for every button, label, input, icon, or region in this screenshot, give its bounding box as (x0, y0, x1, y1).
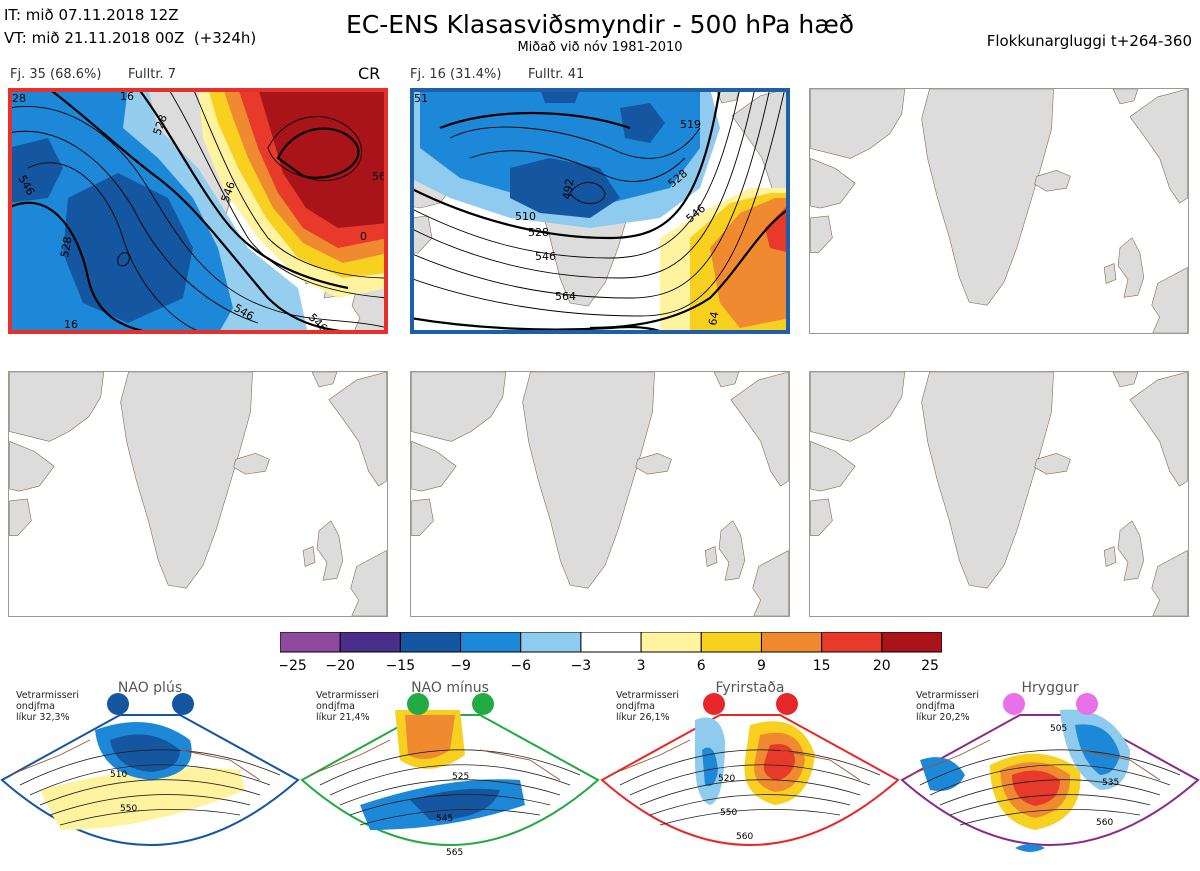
contour-label: 528 (58, 236, 74, 259)
colorbar-svg: −25 −20 −15 −9 −6 −3 3 6 9 15 20 25 (277, 631, 943, 674)
contour-label: 28 (12, 92, 26, 105)
contour-label: 505 (1050, 724, 1068, 734)
contour-label: 550 (120, 804, 138, 814)
empty-map-4 (8, 371, 388, 617)
contour-label: 520 (718, 774, 736, 784)
contour-label: 560 (1096, 818, 1114, 828)
colorbar-swatch (580, 631, 642, 653)
regime-dot (1076, 693, 1098, 715)
colorbar-tick-label: −6 (510, 658, 531, 672)
colorbar-swatch (460, 631, 522, 653)
contour-label: 550 (720, 808, 738, 818)
regime-info: Vetrarmisseri ondjfma líkur 26,1% (616, 690, 679, 723)
cluster1-count: Fj. 35 (68.6%) (10, 67, 102, 82)
colorbar-tick-label: 25 (921, 658, 939, 672)
colorbar-tick-label: 9 (757, 658, 766, 672)
regime-season: Vetrarmisseri (916, 690, 979, 701)
colorbar-swatch (881, 631, 943, 653)
regime-dot (1003, 693, 1025, 715)
colorbar-tick-label: 6 (697, 658, 706, 672)
cluster2-rep: Fulltr. 41 (528, 67, 585, 82)
regime-probability: líkur 20,2% (916, 712, 970, 723)
regime-dot (703, 693, 725, 715)
regime-season: Vetrarmisseri (316, 690, 379, 701)
initial-time: IT: mið 07.11.2018 12Z (4, 6, 179, 24)
contour-label: 560 (736, 832, 754, 842)
colorbar-tick-label: 20 (873, 658, 891, 672)
regime-name: Hryggur (1021, 680, 1079, 696)
contour-label: 51 (414, 92, 428, 105)
contour-label: 510 (110, 770, 128, 780)
contour-label: 510 (515, 210, 536, 223)
regime-dot (407, 693, 429, 715)
contour-label: 16 (120, 90, 134, 103)
regime-probability: líkur 21,4% (316, 712, 370, 723)
regime-months: ondjfma (16, 701, 55, 712)
regime-season: Vetrarmisseri (616, 690, 679, 701)
contour-label: 535 (1102, 778, 1120, 788)
regime-dot (472, 693, 494, 715)
regime-months: ondjfma (616, 701, 655, 712)
valid-time: VT: mið 21.11.2018 00Z (+324h) (4, 29, 257, 47)
regime-season: Vetrarmisseri (16, 690, 79, 701)
colorbar-swatch (700, 631, 762, 653)
colorbar: −25 −20 −15 −9 −6 −3 3 6 9 15 20 25 (277, 631, 943, 674)
regime-name: NAO mínus (411, 680, 489, 696)
regime-blocking: Fyrirstaða Vetrarmisseri ondjfma líkur 2… (600, 680, 900, 870)
colorbar-tick-label: −15 (386, 658, 416, 672)
regime-nao-plus: NAO plús Vetrarmisseri ondjfma líkur 32,… (0, 680, 300, 870)
regime-dot (776, 693, 798, 715)
contour-label: 64 (706, 310, 721, 326)
regime-months: ondjfma (916, 701, 955, 712)
chart-title: EC-ENS Klasasviðsmyndir - 500 hPa hæð (345, 10, 855, 39)
regime-months: ondjfma (316, 701, 355, 712)
colorbar-swatch (279, 631, 341, 653)
cluster1-rep: Fulltr. 7 (128, 67, 177, 82)
cluster1-regime-tag: CR (358, 64, 381, 83)
colorbar-tick-label: −3 (571, 658, 592, 672)
colorbar-swatch (640, 631, 702, 653)
regime-probability: líkur 26,1% (616, 712, 670, 723)
colorbar-tick-label: −9 (450, 658, 471, 672)
contour-label: 16 (64, 318, 78, 331)
regime-ridge: Hryggur Vetrarmisseri ondjfma líkur 20,2… (900, 680, 1200, 870)
colorbar-tick-label: 15 (813, 658, 831, 672)
contour-label: 525 (452, 772, 470, 782)
colorbar-swatch (821, 631, 883, 653)
cluster2-map: 51 519 492 510 528 546 528 546 564 64 (410, 88, 790, 334)
contour-label: 56 (372, 170, 386, 183)
contour-label: 546 (535, 250, 556, 263)
regime-info: Vetrarmisseri ondjfma líkur 20,2% (916, 690, 979, 723)
cluster2-count: Fj. 16 (31.4%) (410, 67, 502, 82)
chart-subtitle: Miðað við nóv 1981-2010 (517, 40, 683, 55)
contour-label: 545 (436, 814, 454, 824)
contour-label: 528 (528, 226, 549, 239)
regime-dot (107, 693, 129, 715)
regime-info: Vetrarmisseri ondjfma líkur 21,4% (316, 690, 379, 723)
colorbar-swatch (760, 631, 823, 653)
regime-probability: líkur 32,3% (16, 712, 70, 723)
regime-dot (172, 693, 194, 715)
contour-label: 565 (446, 848, 464, 858)
regime-name: NAO plús (117, 680, 183, 696)
colorbar-swatch (520, 631, 582, 653)
colorbar-swatch (339, 631, 401, 653)
contour-label: 564 (555, 290, 576, 303)
empty-map-6 (809, 371, 1189, 617)
colorbar-swatch (399, 631, 462, 653)
colorbar-tick-label: −25 (280, 658, 307, 672)
cluster1-map: 28 16 528 546 546 528 546 56 0 16 546 (8, 88, 388, 334)
classification-window: Flokkunargluggi t+264-360 (986, 32, 1192, 50)
contour-label: 492 (560, 178, 576, 201)
colorbar-tick-label: −20 (325, 658, 355, 672)
regime-nao-minus: NAO mínus Vetrarmisseri ondjfma líkur 21… (300, 680, 600, 870)
contour-label: 0 (360, 230, 367, 243)
regime-name: Fyrirstaða (715, 680, 785, 696)
colorbar-tick-label: 3 (637, 658, 646, 672)
empty-map-5 (410, 371, 790, 617)
regime-info: Vetrarmisseri ondjfma líkur 32,3% (16, 690, 79, 723)
contour-label: 519 (680, 118, 701, 131)
empty-map-3 (809, 88, 1189, 334)
